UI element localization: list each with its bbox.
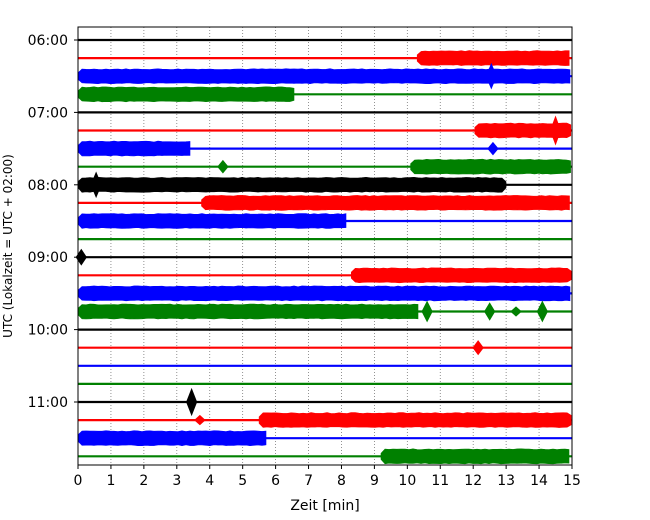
trace-red xyxy=(78,195,572,211)
trace-black xyxy=(75,248,572,266)
trace-burst xyxy=(77,430,267,447)
x-tick-label: 0 xyxy=(74,473,83,489)
trace-burst xyxy=(350,267,572,284)
x-tick-label: 2 xyxy=(139,473,148,489)
vertical-gridlines xyxy=(110,27,540,465)
y-tick-label: 06:00 xyxy=(28,33,68,49)
trace-red xyxy=(78,267,572,284)
trace-burst xyxy=(474,122,572,139)
trace-green xyxy=(77,86,572,103)
trace-burst xyxy=(77,303,419,320)
trace-burst xyxy=(77,176,507,193)
x-tick-label: 6 xyxy=(271,473,280,489)
trace-spike xyxy=(421,300,433,323)
trace-rows xyxy=(75,38,572,465)
trace-burst xyxy=(77,285,571,302)
trace-blue xyxy=(77,213,572,229)
trace-blue xyxy=(77,140,572,157)
trace-spike xyxy=(487,141,499,156)
trace-burst xyxy=(77,86,295,103)
trace-red xyxy=(78,412,572,428)
trace-burst xyxy=(77,140,191,157)
trace-blue xyxy=(77,430,572,447)
trace-black xyxy=(78,387,572,417)
x-tick-label: 7 xyxy=(304,473,313,489)
trace-red xyxy=(78,50,572,66)
y-tick-label: 08:00 xyxy=(28,178,68,194)
trace-blue xyxy=(77,62,572,90)
trace-burst xyxy=(380,448,570,465)
trace-red xyxy=(78,340,572,356)
x-tick-label: 11 xyxy=(431,473,449,489)
trace-burst xyxy=(77,213,347,229)
x-tick-label: 14 xyxy=(530,473,548,489)
trace-spike xyxy=(194,414,206,426)
y-axis-ticks: 06:00 07:00 08:00 09:00 10:00 11:00 xyxy=(28,33,78,411)
trace-blue xyxy=(77,285,572,302)
x-tick-label: 15 xyxy=(563,473,581,489)
x-tick-label: 10 xyxy=(398,473,416,489)
x-tick-label: 13 xyxy=(497,473,515,489)
trace-burst xyxy=(201,195,570,211)
trace-spike xyxy=(536,300,548,323)
trace-spike xyxy=(472,340,484,356)
trace-spike xyxy=(550,115,562,146)
x-tick-label: 3 xyxy=(172,473,181,489)
trace-spike xyxy=(217,159,229,174)
trace-spike xyxy=(75,248,87,266)
y-tick-label: 09:00 xyxy=(28,250,68,266)
trace-burst xyxy=(77,68,571,85)
y-axis-label: UTC (Lokalzeit = UTC + 02:00) xyxy=(1,154,15,338)
x-axis-ticks: 0 1 2 3 4 5 6 7 8 9 10 11 12 13 14 15 xyxy=(74,465,581,489)
x-tick-label: 1 xyxy=(106,473,115,489)
x-tick-label: 5 xyxy=(238,473,247,489)
trace-green xyxy=(78,448,572,465)
trace-burst xyxy=(416,50,570,66)
x-tick-label: 12 xyxy=(464,473,482,489)
trace-green xyxy=(77,300,572,323)
trace-red xyxy=(78,115,572,146)
plot-frame xyxy=(77,26,573,466)
trace-green xyxy=(78,158,572,175)
trace-spike xyxy=(186,387,198,417)
trace-spike xyxy=(90,171,102,199)
trace-black xyxy=(77,171,572,199)
x-tick-label: 9 xyxy=(370,473,379,489)
y-tick-label: 11:00 xyxy=(28,395,68,411)
trace-burst xyxy=(258,412,572,428)
y-tick-label: 07:00 xyxy=(28,105,68,121)
x-axis-label: Zeit [min] xyxy=(290,498,359,514)
trace-spike xyxy=(510,306,522,317)
x-tick-label: 8 xyxy=(337,473,346,489)
trace-burst xyxy=(410,158,571,175)
trace-spike xyxy=(484,302,496,321)
x-tick-label: 4 xyxy=(205,473,214,489)
y-tick-label: 10:00 xyxy=(28,323,68,339)
trace-spike xyxy=(485,62,497,90)
